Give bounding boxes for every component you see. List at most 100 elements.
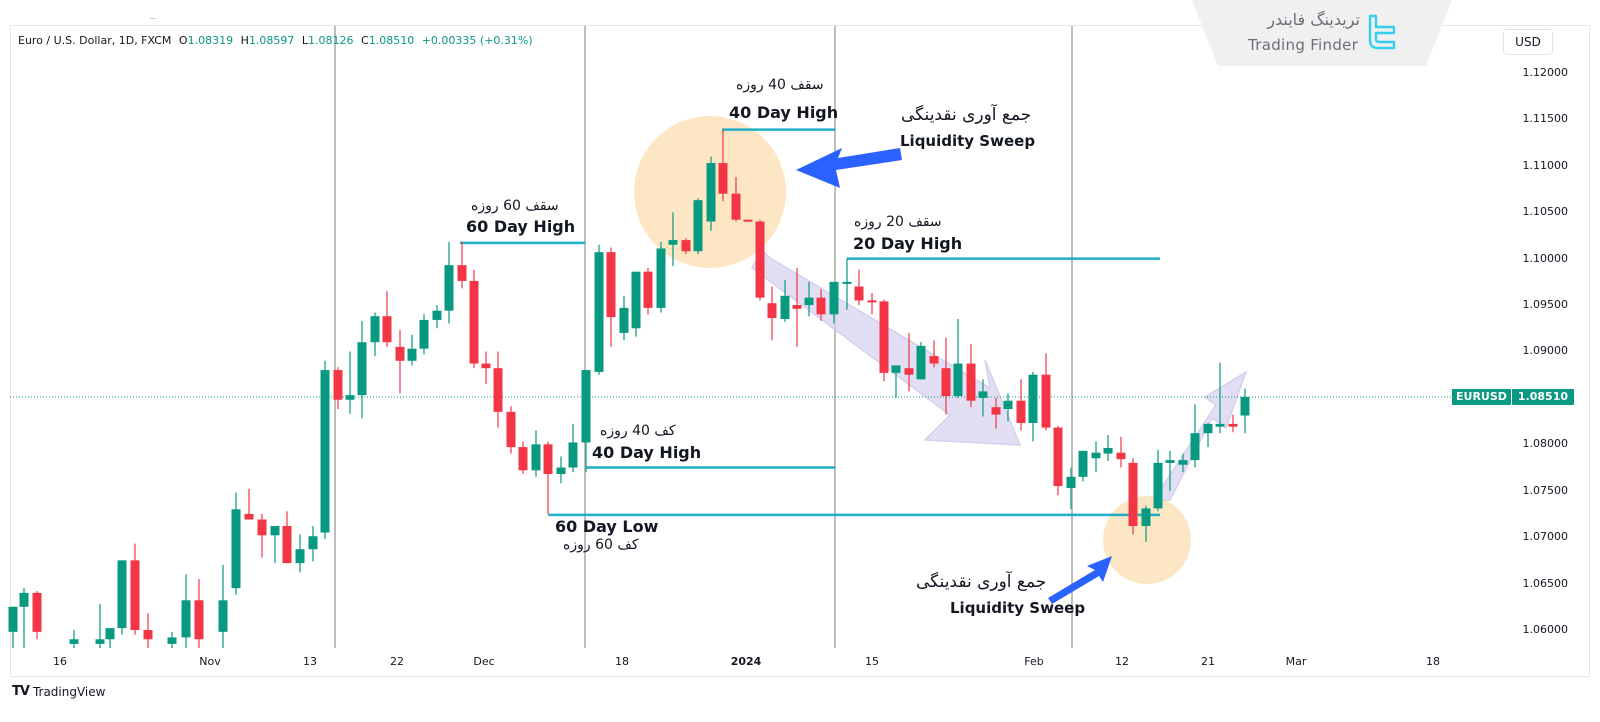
price-tick-label: 1.09000 bbox=[1522, 344, 1569, 358]
bullish-candle bbox=[842, 281, 852, 284]
time-tick-label: Dec bbox=[473, 655, 495, 668]
bullish-candle bbox=[568, 442, 578, 468]
bearish-candle bbox=[333, 370, 343, 400]
bullish-candle bbox=[1028, 374, 1038, 423]
bearish-candle bbox=[879, 301, 889, 373]
bearish-candle bbox=[767, 303, 777, 319]
open-value: 1.08319 bbox=[187, 34, 234, 47]
annotation-60-day-low: 60 Day Low bbox=[555, 517, 659, 536]
price-tick-label: 1.09500 bbox=[1522, 298, 1569, 312]
bullish-candle bbox=[95, 639, 105, 644]
liquidity-highlight-circle bbox=[1103, 496, 1191, 584]
price-tick-label: 1.10500 bbox=[1522, 205, 1569, 219]
bearish-candle bbox=[929, 356, 939, 364]
price-tick-label: 1.11000 bbox=[1522, 158, 1569, 172]
bearish-candle bbox=[681, 240, 691, 252]
bearish-candle bbox=[991, 407, 1001, 415]
bearish-candle bbox=[130, 560, 140, 630]
bullish-candle bbox=[1066, 476, 1076, 488]
currency-button[interactable]: USD bbox=[1503, 29, 1553, 55]
annotation-liquidity-sweep-fa-bottom: جمع آوری نقدینگی bbox=[916, 572, 1047, 592]
bearish-candle bbox=[518, 447, 528, 471]
bearish-candle bbox=[257, 519, 267, 536]
bullish-candle bbox=[19, 592, 29, 607]
bearish-candle bbox=[194, 600, 204, 640]
bearish-candle bbox=[966, 363, 976, 401]
symbol-title: Euro / U.S. Dollar, 1D, FXCM bbox=[18, 34, 172, 47]
price-axis[interactable]: 1.12000 1.11500 1.11000 1.10500 1.10000 1.095… bbox=[1500, 60, 1580, 660]
tradingview-logo-icon: TV bbox=[12, 684, 30, 699]
time-tick-label: Nov bbox=[199, 655, 221, 668]
bullish-candle bbox=[581, 370, 591, 443]
bearish-candle bbox=[941, 368, 951, 397]
bearish-candle bbox=[731, 193, 741, 220]
bearish-candle bbox=[643, 271, 653, 308]
divider bbox=[150, 18, 156, 19]
bullish-candle bbox=[370, 316, 380, 343]
price-tag-symbol: EURUSD bbox=[1452, 388, 1511, 405]
bullish-candle bbox=[1190, 433, 1200, 461]
price-tick-label: 1.12000 bbox=[1522, 66, 1569, 79]
bullish-candle bbox=[1141, 508, 1151, 527]
bearish-candle bbox=[854, 286, 864, 301]
bullish-candle bbox=[531, 444, 541, 471]
bullish-candle bbox=[218, 600, 228, 632]
chart-frame bbox=[10, 25, 1590, 677]
bearish-candle bbox=[493, 368, 503, 412]
bearish-candle bbox=[1053, 427, 1063, 487]
tradingview-branding[interactable]: TV TradingView bbox=[12, 684, 105, 699]
bullish-candle bbox=[231, 509, 241, 589]
bullish-candle bbox=[357, 342, 367, 396]
price-tick-label: 1.11500 bbox=[1522, 112, 1569, 126]
bearish-candle bbox=[867, 300, 877, 303]
bullish-candle bbox=[656, 248, 666, 308]
time-tick-label: 13 bbox=[303, 655, 317, 668]
bullish-candle bbox=[407, 348, 417, 361]
low-label: L bbox=[301, 34, 309, 47]
uptrend-arrow-icon bbox=[1157, 370, 1248, 501]
annotation-liquidity-sweep-top: Liquidity Sweep bbox=[900, 132, 1036, 150]
bullish-candle bbox=[69, 639, 79, 644]
time-tick-label: 18 bbox=[1426, 655, 1440, 668]
annotation-60-day-low-fa: کف 60 روزه bbox=[563, 537, 639, 553]
annotation-40-day-low: 40 Day High bbox=[592, 443, 702, 462]
price-tick-label: 1.06000 bbox=[1522, 622, 1569, 636]
callout-arrow-icon bbox=[796, 148, 902, 188]
time-tick-label: 18 bbox=[615, 655, 629, 668]
annotation-40-day-high-fa: سقف 40 روزه bbox=[736, 77, 824, 93]
bearish-candle bbox=[395, 346, 405, 361]
bullish-candle bbox=[1215, 423, 1225, 427]
price-tick-label: 1.10000 bbox=[1522, 251, 1569, 265]
bullish-candle bbox=[1003, 400, 1013, 410]
price-tick-label: 1.07000 bbox=[1522, 530, 1569, 544]
bearish-candle bbox=[469, 280, 479, 364]
bullish-candle bbox=[432, 310, 442, 320]
bearish-candle bbox=[244, 513, 254, 520]
symbol-legend: Euro / U.S. Dollar, 1D, FXCM O1.08319 H1… bbox=[18, 34, 533, 47]
bullish-candle bbox=[320, 370, 330, 533]
bullish-candle bbox=[444, 265, 454, 311]
annotation-liquidity-sweep-fa-top: جمع آوری نقدینگی bbox=[901, 105, 1032, 125]
bearish-candle bbox=[816, 297, 826, 315]
bullish-candle bbox=[1103, 448, 1113, 454]
bullish-candle bbox=[556, 467, 566, 475]
open-label: O bbox=[178, 34, 188, 47]
bullish-candle bbox=[804, 297, 814, 306]
bearish-candle bbox=[543, 444, 553, 475]
bullish-candle bbox=[167, 637, 177, 644]
bullish-candle bbox=[829, 281, 839, 315]
bullish-candle bbox=[1153, 462, 1163, 509]
price-tick-label: 1.06500 bbox=[1522, 576, 1569, 590]
bullish-candle bbox=[1165, 460, 1175, 463]
tradingview-label: TradingView bbox=[32, 684, 106, 699]
bearish-candle bbox=[792, 305, 802, 309]
bearish-candle bbox=[32, 592, 42, 632]
bullish-candle bbox=[295, 549, 305, 564]
bullish-candle bbox=[978, 391, 988, 398]
bullish-candle bbox=[270, 526, 280, 536]
low-value: 1.08126 bbox=[308, 34, 354, 47]
annotation-40-day-high: 40 Day High bbox=[729, 103, 839, 122]
trading-finder-watermark: تریدینگ فایندر Trading Finder bbox=[1192, 0, 1452, 66]
bullish-candle bbox=[181, 600, 191, 638]
